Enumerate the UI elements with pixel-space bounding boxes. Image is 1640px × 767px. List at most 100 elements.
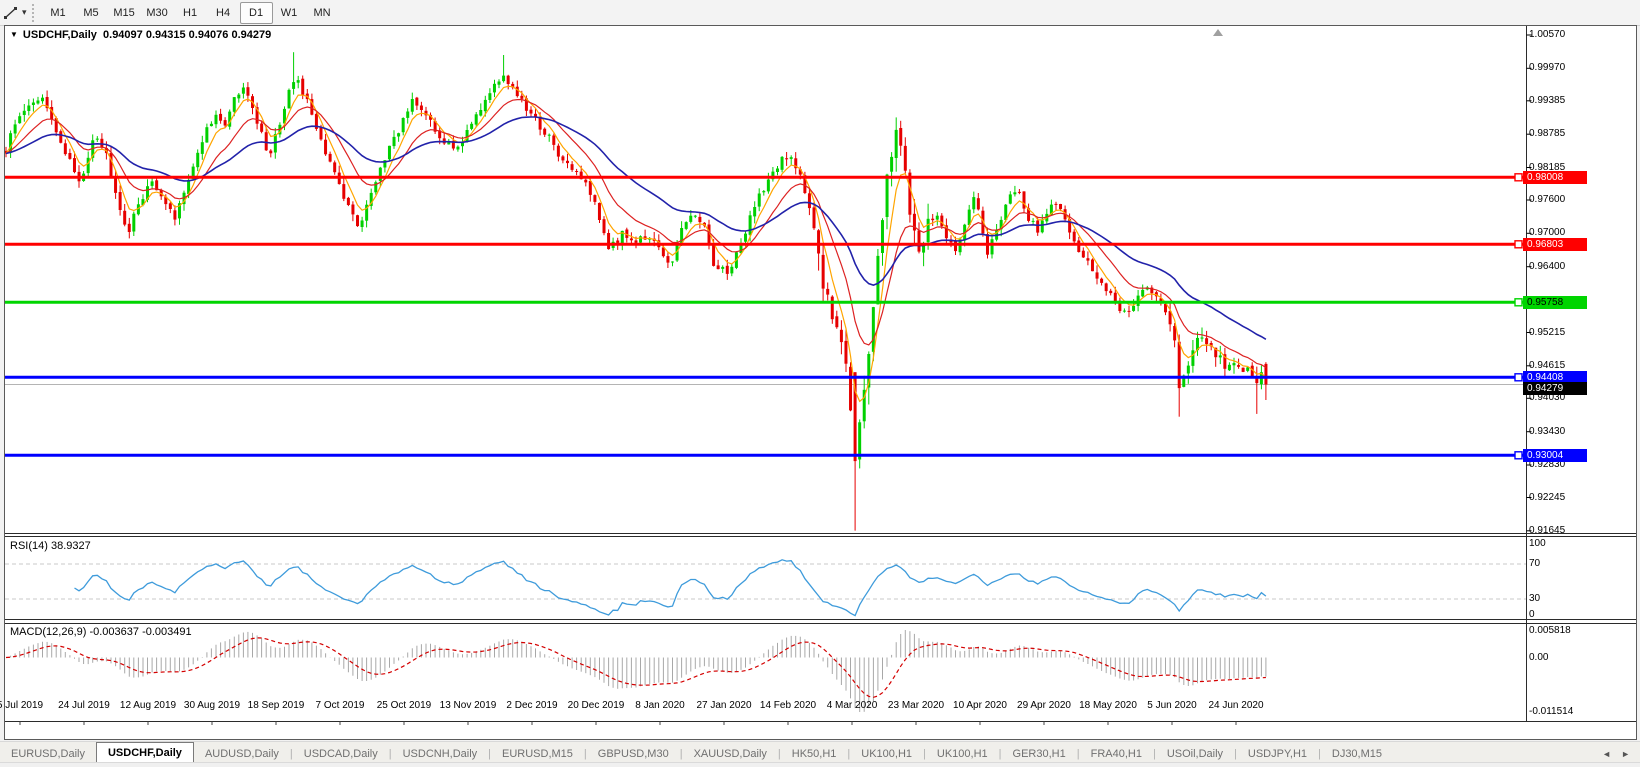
tab-separator: |: [1152, 748, 1156, 760]
price-line-flag: 0.98008: [1523, 170, 1587, 184]
date-axis-label[interactable]: 13 Nov 2019: [439, 700, 497, 711]
rsi-indicator-label: RSI(14) 38.9327: [10, 540, 91, 552]
price-axis-tick: 0.95215: [1529, 326, 1566, 338]
chart-tab-hk50-h1[interactable]: HK50,H1: [791, 748, 837, 760]
tab-separator: |: [1234, 748, 1237, 760]
timeframe-button-m30[interactable]: M30: [146, 6, 168, 19]
chart-tab-eurusd-m15[interactable]: EURUSD,M15: [502, 748, 573, 760]
tab-separator: |: [998, 748, 1002, 760]
date-axis-label[interactable]: 4 Mar 2020: [826, 700, 878, 711]
date-axis-label[interactable]: 24 Jun 2020: [1208, 700, 1264, 711]
chart-tab-usdchf-daily[interactable]: USDCHF,Daily: [95, 742, 194, 763]
timeframe-button-w1[interactable]: W1: [280, 6, 298, 19]
date-axis-label[interactable]: 10 Apr 2020: [953, 700, 1007, 711]
timeframe-button-mn[interactable]: MN: [313, 6, 331, 19]
date-axis-label[interactable]: 29 Apr 2020: [1017, 700, 1071, 711]
price-axis-tick: 0.92830: [1529, 459, 1566, 470]
tab-separator: |: [923, 748, 926, 760]
timeframe-button-h1[interactable]: H1: [183, 6, 198, 19]
price-axis-tick: 0.99970: [1529, 62, 1566, 74]
chart-tab-fra40-h1[interactable]: FRA40,H1: [1090, 748, 1142, 760]
date-axis-label[interactable]: 27 Jan 2020: [696, 700, 752, 711]
rsi-axis-tick: 70: [1529, 558, 1541, 569]
price-axis-tick: 0.99385: [1529, 94, 1566, 106]
price-axis-tick: 0.96400: [1529, 260, 1566, 272]
chart-tab-usdcnh-daily[interactable]: USDCNH,Daily: [402, 748, 478, 760]
dropdown-caret-icon[interactable]: ▾: [22, 7, 27, 17]
price-axis-tick: 0.98185: [1529, 161, 1566, 173]
timeframe-button-h4[interactable]: H4: [216, 6, 231, 19]
price-axis-tick: 0.94615: [1529, 359, 1566, 371]
chart-tab-eurusd-daily[interactable]: EURUSD,Daily: [11, 748, 85, 760]
line-tool-icon[interactable]: [2, 4, 20, 22]
chart-tab-uk100-h1[interactable]: UK100,H1: [936, 748, 988, 760]
date-axis-label[interactable]: 20 Dec 2019: [567, 700, 625, 711]
date-axis-label[interactable]: 5 Jul 2019: [0, 700, 44, 711]
price-axis-tick: 0.93430: [1529, 425, 1566, 437]
chart-symbol-period: USDCHF,Daily: [22, 29, 97, 41]
date-axis-label[interactable]: 2 Dec 2019: [506, 700, 558, 711]
timeframe-button-m15[interactable]: M15: [113, 6, 135, 19]
chart-dropdown-icon[interactable]: ▼: [10, 30, 18, 39]
price-line-flag: 0.93004: [1523, 448, 1587, 462]
chart-tab-usdjpy-h1[interactable]: USDJPY,H1: [1247, 748, 1308, 760]
chart-tab-dj30-m15[interactable]: DJ30,M15: [1331, 748, 1383, 760]
chart-tab-xauusd-daily[interactable]: XAUUSD,Daily: [693, 748, 767, 760]
status-bar: [0, 762, 1640, 767]
price-axis-tick: 0.98785: [1529, 128, 1566, 140]
chart-title: ▼ USDCHF,Daily 0.94097 0.94315 0.94076 0.…: [10, 29, 271, 41]
macd-axis-tick: -0.011514: [1529, 705, 1574, 717]
timeframe-toolbar: ▾ M1 M5 M15 M30 H1 H4 D1 W1 MN: [0, 0, 1640, 26]
price-axis-tick: 0.94030: [1529, 392, 1566, 404]
tab-separator: |: [488, 748, 492, 760]
date-axis-label[interactable]: 18 Sep 2019: [247, 700, 305, 711]
date-axis-label[interactable]: 8 Jan 2020: [635, 700, 685, 711]
chart-tab-bar: EURUSD,Daily USDCHF,Daily AUDUSD,Daily | USD…: [0, 741, 1640, 763]
current-price-flag: 0.94279: [1523, 382, 1587, 395]
rsi-axis-tick: 0: [1529, 609, 1535, 620]
date-axis-label[interactable]: 23 Mar 2020: [887, 700, 945, 711]
price-line-flag: 0.95758: [1523, 295, 1587, 309]
date-axis-label[interactable]: 25 Oct 2019: [376, 700, 432, 711]
date-axis-label[interactable]: 14 Feb 2020: [759, 700, 817, 711]
chart-tab-usdcad-daily[interactable]: USDCAD,Daily: [303, 748, 378, 760]
timeframe-button-d1[interactable]: D1: [239, 1, 273, 24]
timeframe-button-m5[interactable]: M5: [83, 6, 99, 19]
timeframe-button-m1[interactable]: M1: [50, 6, 66, 19]
toolbar-grip: [31, 3, 39, 22]
price-axis-tick: 0.91645: [1529, 524, 1566, 536]
macd-axis-tick: 0.00: [1529, 651, 1549, 663]
price-line-flag: 0.94408: [1523, 370, 1587, 384]
price-axis-tick: 0.97600: [1529, 194, 1566, 205]
tab-separator: |: [847, 748, 851, 760]
date-axis-label[interactable]: 18 May 2020: [1079, 700, 1137, 711]
price-line-flag: 0.96803: [1523, 237, 1587, 251]
date-axis-label[interactable]: 30 Aug 2019: [183, 700, 241, 711]
chart-ohlc-values: 0.94097 0.94315 0.94076 0.94279: [103, 29, 272, 41]
chart-window[interactable]: ▼ USDCHF,Daily 0.94097 0.94315 0.94076 0.…: [4, 25, 1637, 740]
tab-separator: |: [679, 748, 683, 760]
chart-shift-icon: [1213, 29, 1223, 36]
chart-tab-uk100-h1[interactable]: UK100,H1: [861, 748, 913, 760]
date-axis-label[interactable]: 7 Oct 2019: [315, 700, 365, 711]
chart-tab-usoil-daily[interactable]: USOil,Daily: [1166, 748, 1224, 760]
chart-tab-audusd-daily[interactable]: AUDUSD,Daily: [204, 748, 279, 760]
tab-scroll-left-icon[interactable]: ◄: [1602, 749, 1612, 759]
timeframe-buttons: M1 M5 M15 M30 H1 H4 D1 W1 MN: [42, 1, 339, 24]
tab-separator: |: [1076, 748, 1080, 760]
chart-tab-gbpusd-m30[interactable]: GBPUSD,M30: [597, 748, 669, 760]
chart-tab-ger30-h1[interactable]: GER30,H1: [1012, 748, 1066, 760]
date-axis-label[interactable]: 12 Aug 2019: [119, 700, 177, 711]
rsi-axis-tick: 100: [1529, 538, 1546, 549]
price-axis-tick: 1.00570: [1529, 29, 1566, 40]
macd-indicator-label: MACD(12,26,9) -0.003637 -0.003491: [10, 626, 192, 638]
tab-separator: |: [1318, 748, 1321, 760]
tab-scroll-right-icon[interactable]: ►: [1621, 749, 1630, 759]
date-axis-label[interactable]: 5 Jun 2020: [1147, 700, 1197, 711]
date-axis-label[interactable]: 24 Jul 2019: [58, 700, 110, 711]
tab-separator: |: [777, 748, 781, 760]
tab-separator: |: [388, 748, 392, 760]
tab-separator: |: [583, 748, 587, 760]
